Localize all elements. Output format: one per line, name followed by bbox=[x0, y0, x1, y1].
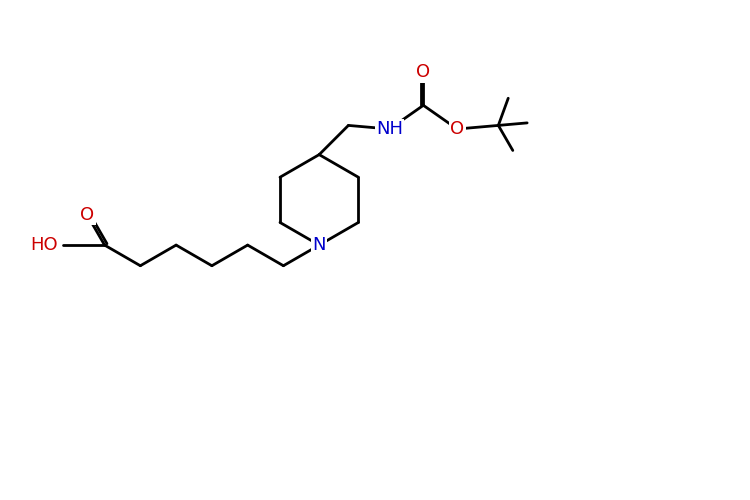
Text: O: O bbox=[80, 206, 94, 224]
Text: HO: HO bbox=[31, 236, 58, 254]
Text: O: O bbox=[450, 120, 464, 138]
Text: N: N bbox=[313, 236, 326, 254]
Text: NH: NH bbox=[376, 120, 403, 138]
Text: O: O bbox=[416, 64, 430, 82]
